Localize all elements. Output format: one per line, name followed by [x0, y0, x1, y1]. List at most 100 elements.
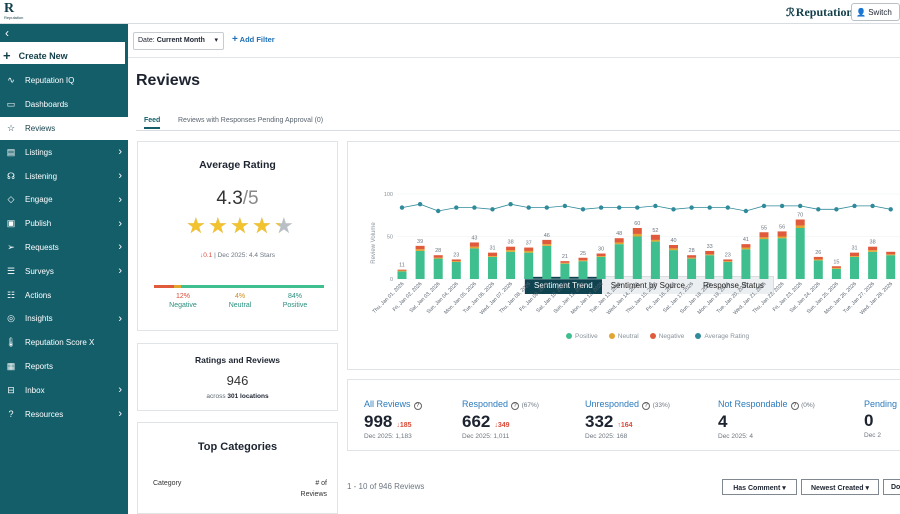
- tab-response-status[interactable]: Response Status: [693, 277, 773, 294]
- sentiment-positive-label: Positive: [282, 302, 308, 309]
- legend-neutral-dot: [608, 333, 615, 339]
- sidebar-item-resources[interactable]: ? Resources ›: [0, 402, 128, 426]
- date-filter-value: Current Month: [156, 37, 205, 44]
- average-rating-compare: ↓0.1 | Dec 2025: 4.4 Stars: [138, 252, 337, 259]
- bar-negative: [886, 251, 896, 255]
- average-rating-point: [798, 203, 803, 209]
- tab-sentiment-trend[interactable]: Sentiment Trend: [525, 277, 602, 294]
- legend-positive: Positive: [566, 333, 598, 340]
- help-icon[interactable]: ?: [413, 402, 422, 410]
- sidebar-item-actions[interactable]: ☷ Actions: [0, 283, 128, 307]
- sidebar-item-inbox[interactable]: ⊟ Inbox ›: [0, 378, 128, 402]
- plus-icon: +: [3, 48, 11, 63]
- average-rating-point: [725, 205, 730, 210]
- average-rating-point: [417, 202, 423, 207]
- publish-icon: ▣: [6, 218, 16, 229]
- bar-negative: [542, 239, 552, 245]
- page-tabs: Feed Reviews with Responses Pending Appr…: [136, 115, 900, 131]
- bar-positive: [415, 250, 425, 279]
- switch-button[interactable]: 👤 Switch: [851, 3, 900, 21]
- x-tick-label: Wed, Jan 21, 2026: [732, 281, 767, 316]
- metric-not-respondable[interactable]: Not Respondable? (0%) 4 Dec 2025: 4: [718, 399, 815, 440]
- sidebar-item-requests[interactable]: ➢ Requests ›: [0, 236, 128, 260]
- help-icon[interactable]: ?: [511, 402, 520, 410]
- metric-previous: Dec 2: [864, 432, 881, 439]
- metric-label-text: Pending: [864, 399, 898, 409]
- sidebar-item-label: Actions: [25, 290, 52, 300]
- metric-responded[interactable]: Responded? (67%) 662 ↓349 Dec 2025: 1,011: [462, 399, 539, 440]
- help-icon[interactable]: ?: [790, 402, 799, 410]
- sidebar-item-engage[interactable]: ◇ Engage ›: [0, 188, 128, 212]
- star-icon: ★★: [208, 213, 228, 238]
- date-filter-dropdown[interactable]: Date: Current Month ▾: [133, 32, 224, 50]
- bar-positive: [886, 255, 896, 279]
- average-rating-point: [580, 207, 586, 212]
- sidebar-item-label: Resources: [25, 409, 64, 419]
- average-rating-change: ↓0.1: [199, 252, 213, 259]
- sidebar-item-reputation-iq[interactable]: ∿ Reputation IQ: [0, 69, 128, 93]
- metric-percent: (67%): [521, 402, 539, 409]
- bar-total-label: 26: [815, 250, 821, 256]
- logo-mark: R: [4, 1, 15, 16]
- sidebar-item-reviews[interactable]: ☆ Reviews: [0, 116, 128, 141]
- bar-total-label: 25: [580, 251, 586, 257]
- tab-feed[interactable]: Feed: [144, 117, 161, 129]
- tab-sentiment-by-source[interactable]: Sentiment by Source: [601, 277, 694, 294]
- sidebar-item-surveys[interactable]: ☰ Surveys ›: [0, 259, 128, 283]
- bar-negative: [632, 228, 642, 234]
- chart-legend: Positive Neutral Negative Average Rating: [566, 333, 749, 340]
- metric-label-text: Unresponded: [585, 399, 640, 409]
- sort-label: Newest Created: [811, 485, 864, 492]
- create-new-button[interactable]: + Create New: [0, 42, 125, 64]
- metric-pending[interactable]: Pending 0 Dec 2: [864, 399, 897, 439]
- legend-neutral: Neutral: [608, 333, 639, 340]
- bar-neutral: [415, 249, 425, 251]
- sentiment-labels: 12% Negative 4% Neutral 84% Positive: [138, 293, 337, 313]
- star-icon: ★★: [230, 213, 250, 238]
- sidebar-item-publish[interactable]: ▣ Publish ›: [0, 212, 128, 236]
- sentiment-neutral-label: Neutral: [228, 302, 252, 309]
- listings-icon: ▤: [6, 146, 16, 157]
- average-rating-point: [562, 203, 568, 209]
- metric-value-row: 998 ↓185: [364, 412, 422, 432]
- average-rating-point: [526, 205, 531, 210]
- bar-neutral: [868, 250, 878, 252]
- help-icon[interactable]: ?: [642, 402, 651, 410]
- bar-total-label: 33: [707, 244, 713, 250]
- thermometer-icon: 🌡: [5, 337, 17, 348]
- sidebar-item-listings[interactable]: ▤ Listings ›: [0, 140, 128, 164]
- bar-negative: [415, 245, 425, 250]
- metric-unresponded[interactable]: Unresponded? (33%) 332 ↑164 Dec 2025: 168: [585, 399, 670, 440]
- sidebar-item-reputation-score-x[interactable]: 🌡 Reputation Score X: [0, 331, 128, 355]
- bar-neutral: [469, 246, 479, 249]
- legend-average-rating-dot: [695, 333, 702, 339]
- sidebar-item-listening[interactable]: ☊ Listening ›: [0, 164, 128, 188]
- sidebar-item-dashboards[interactable]: ▭ Dashboards: [0, 93, 128, 117]
- bar-total-label: 70: [797, 213, 803, 219]
- metric-all-reviews[interactable]: All Reviews? 998 ↓185 Dec 2025: 1,183: [364, 399, 422, 440]
- tab-pending-approval[interactable]: Reviews with Responses Pending Approval …: [178, 117, 324, 124]
- bar-negative: [723, 259, 733, 262]
- bar-negative: [669, 245, 678, 249]
- app-logo[interactable]: R Reputation: [4, 1, 23, 21]
- bar-neutral: [506, 250, 516, 252]
- bar-neutral: [433, 257, 443, 259]
- bar-neutral: [650, 239, 660, 242]
- chevron-right-icon: ›: [118, 193, 122, 206]
- reports-icon: ▦: [6, 360, 16, 371]
- sidebar-item-reports[interactable]: ▦ Reports: [0, 355, 128, 379]
- more-options-button[interactable]: Do: [883, 479, 900, 495]
- sidebar-item-label: Reputation Score X: [25, 338, 95, 348]
- ratings-reviews-title: Ratings and Reviews: [194, 355, 281, 365]
- sidebar-item-insights[interactable]: ◎ Insights ›: [0, 307, 128, 331]
- surveys-icon: ☰: [6, 265, 16, 276]
- add-filter-button[interactable]: + Add Filter: [232, 34, 275, 45]
- sort-dropdown[interactable]: Newest Created ▾: [801, 479, 879, 495]
- bar-neutral: [451, 261, 461, 262]
- bar-total-label: 38: [508, 240, 514, 246]
- sidebar-item-label: Listening: [25, 171, 58, 181]
- listening-icon: ☊: [7, 170, 15, 181]
- has-comment-dropdown[interactable]: Has Comment ▾: [722, 479, 797, 495]
- collapse-sidebar-icon[interactable]: ‹: [5, 26, 9, 40]
- bar-neutral: [524, 250, 534, 253]
